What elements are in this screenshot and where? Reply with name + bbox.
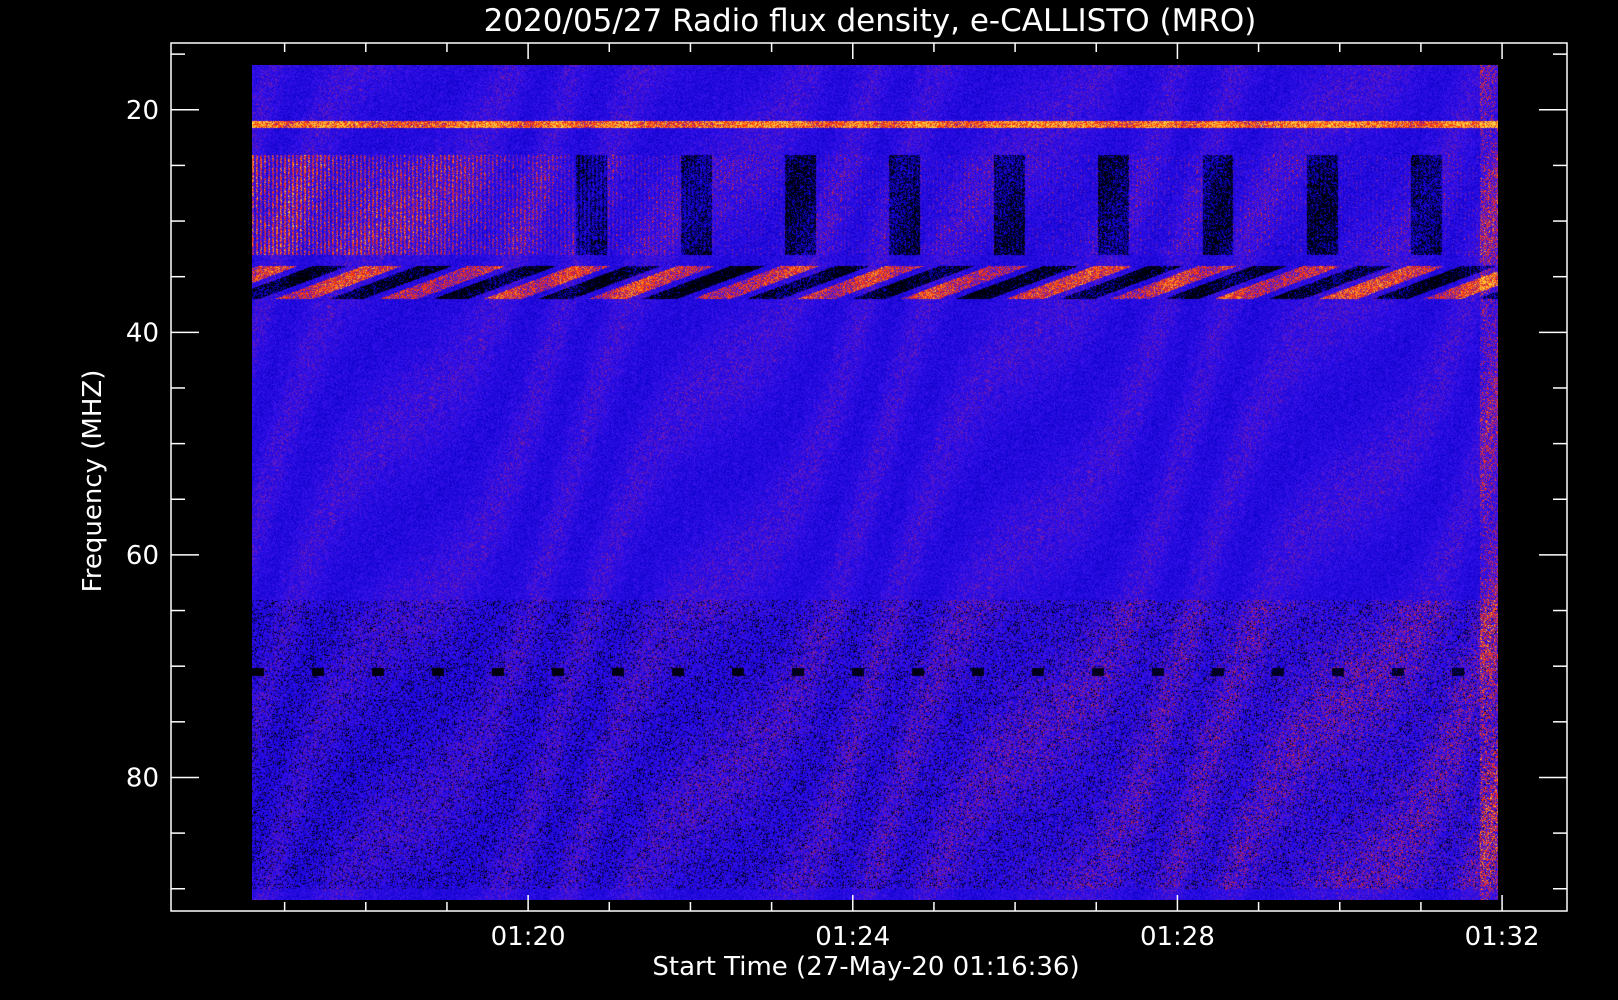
x-tick-label: 01:24 (815, 922, 890, 952)
y-axis-label: Frequency (MHZ) (78, 370, 108, 593)
spectrogram-image (252, 65, 1498, 900)
spectrogram-heatmap (252, 65, 1498, 900)
y-tick-label: 80 (126, 763, 159, 793)
x-tick-label: 01:28 (1140, 922, 1215, 952)
y-tick-label: 20 (126, 96, 159, 126)
x-axis-label: Start Time (27-May-20 01:16:36) (652, 952, 1079, 982)
y-tick-label: 60 (126, 541, 159, 571)
plot-frame (170, 42, 1568, 912)
chart-title: 2020/05/27 Radio flux density, e-CALLIST… (484, 3, 1257, 39)
axis-ticks: 01:20 01:24 01:28 01:32 20 40 60 80 (126, 43, 1567, 952)
x-tick-label: 01:20 (491, 922, 566, 952)
x-tick-label: 01:32 (1465, 922, 1540, 952)
y-tick-label: 40 (126, 318, 159, 348)
